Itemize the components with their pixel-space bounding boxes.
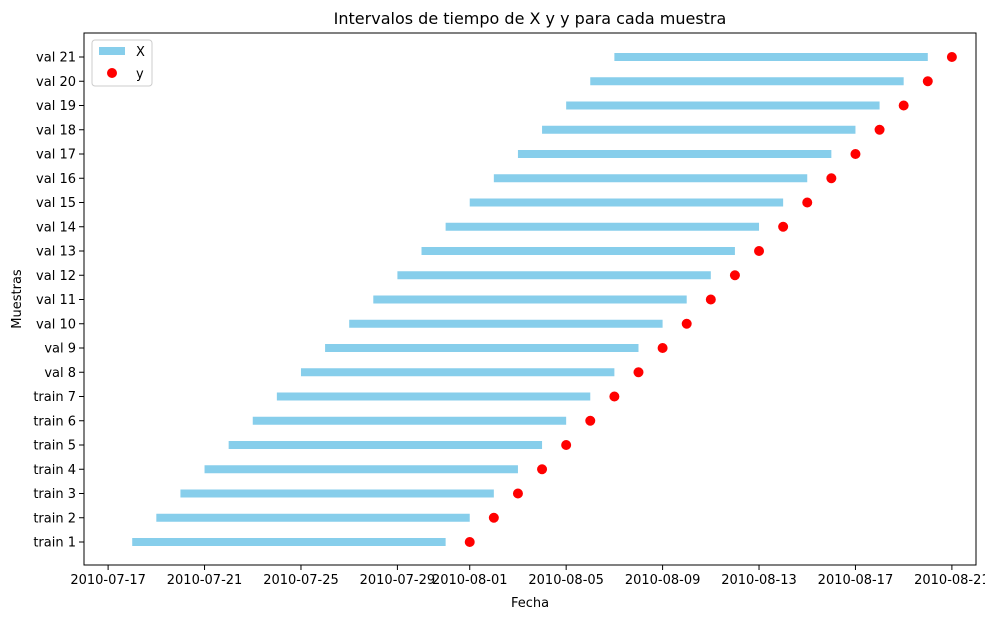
x-tick-label: 2010-08-01 [432, 573, 508, 588]
interval-bar [517, 150, 832, 158]
target-point [754, 246, 765, 256]
target-point [850, 149, 861, 159]
target-point [802, 197, 813, 208]
target-point [898, 100, 909, 111]
interval-bar [566, 101, 880, 110]
x-tick-label: 2010-08-17 [818, 573, 894, 588]
legend-swatch-x [99, 47, 125, 55]
x-tick-label: 2010-08-09 [625, 573, 701, 588]
target-point [561, 440, 572, 450]
target-point [512, 488, 523, 499]
x-tick-label: 2010-07-25 [263, 573, 339, 588]
y-tick-label: train 6 [33, 414, 76, 429]
interval-bar [156, 513, 470, 522]
y-tick-label: train 7 [33, 390, 76, 405]
target-point [585, 415, 596, 426]
y-tick-label: val 13 [36, 245, 76, 260]
x-axis-label: Fecha [511, 596, 549, 611]
interval-bar [590, 77, 904, 86]
x-tick-label: 2010-07-29 [360, 573, 436, 588]
y-tick-label: train 3 [33, 487, 76, 502]
target-point [874, 124, 885, 135]
y-tick-label: val 19 [36, 99, 76, 114]
y-tick-label: val 11 [36, 293, 76, 308]
legend-marker-y [107, 68, 117, 78]
y-tick-label: val 9 [44, 342, 76, 357]
target-point [537, 464, 548, 475]
interval-bar [132, 538, 446, 546]
interval-bar [445, 222, 760, 231]
interval-bar [252, 416, 567, 425]
x-tick-label: 2010-08-13 [721, 573, 797, 588]
target-point [681, 318, 692, 329]
y-tick-label: train 4 [33, 463, 76, 478]
y-tick-label: train 5 [33, 439, 76, 454]
target-point [657, 343, 668, 353]
chart-title: Intervalos de tiempo de X y y para cada … [334, 9, 727, 28]
x-tick-label: 2010-07-17 [70, 573, 146, 588]
interval-bar [614, 53, 928, 61]
target-point [705, 294, 716, 305]
y-tick-label: val 10 [36, 317, 76, 332]
target-point [946, 52, 957, 62]
interval-bar [276, 392, 591, 401]
target-point [729, 270, 740, 281]
interval-bar [204, 465, 518, 474]
legend: X y [91, 39, 153, 87]
target-point [609, 391, 620, 402]
y-tick-label: val 15 [36, 196, 76, 211]
interval-bar [469, 198, 784, 207]
interval-bar [349, 319, 663, 328]
y-tick-label: val 12 [36, 269, 76, 284]
y-tick-label: val 16 [36, 172, 76, 187]
interval-bar [397, 271, 711, 280]
target-point [778, 221, 789, 232]
interval-bar [228, 441, 543, 449]
target-point [464, 537, 475, 547]
interval-bar [421, 247, 735, 255]
x-tick-label: 2010-08-05 [528, 573, 604, 588]
target-point [922, 76, 933, 87]
interval-bar [180, 489, 494, 498]
interval-bar [300, 368, 615, 377]
y-tick-label: val 8 [44, 366, 76, 381]
legend-label-x: X [136, 45, 145, 60]
x-tick-label: 2010-07-21 [167, 573, 243, 588]
target-point [633, 367, 644, 378]
y-axis-label: Muestras [10, 269, 25, 329]
y-tick-label: val 18 [36, 123, 76, 138]
y-tick-label: val 20 [36, 75, 76, 90]
legend-label-y: y [136, 67, 144, 82]
y-tick-label: train 1 [33, 536, 76, 551]
interval-bar [373, 295, 687, 304]
y-tick-label: val 17 [36, 148, 76, 163]
interval-bar [493, 174, 808, 183]
interval-bar [542, 125, 856, 134]
y-tick-label: val 14 [36, 220, 76, 235]
y-tick-label: val 21 [36, 51, 76, 66]
target-point [826, 173, 837, 184]
x-tick-label: 2010-08-21 [914, 573, 985, 588]
interval-bar [325, 344, 639, 352]
target-point [488, 512, 499, 523]
y-tick-label: train 2 [33, 511, 76, 526]
